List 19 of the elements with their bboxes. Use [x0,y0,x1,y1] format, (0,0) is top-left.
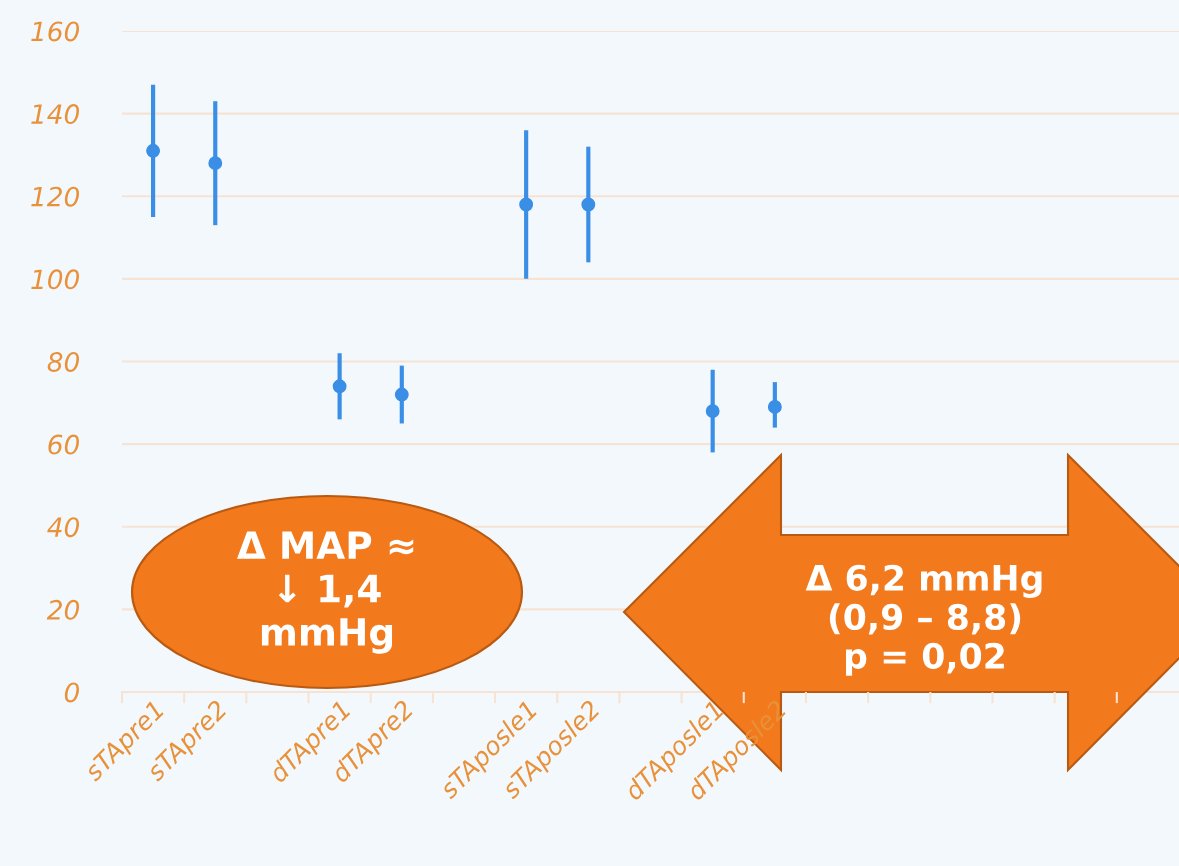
annotation: Δ 6,2 mmHg (0,9 – 8,8) p = 0,02 [805,564,1042,676]
annotation: Δ MAP ≈ ↓ 1,4 mmHg [236,531,414,654]
point [705,404,720,419]
point [208,156,223,171]
y-tick-label: 0 [64,682,80,703]
y-tick-label: 40 [47,517,80,538]
point [581,197,596,212]
y-tick-label: 100 [31,269,79,290]
point [519,197,534,212]
y-tick-label: 140 [31,104,79,125]
point [394,387,409,402]
point [332,379,347,394]
point [767,399,782,414]
y-tick-label: 80 [47,351,80,372]
y-tick-label: 160 [31,21,79,42]
y-tick-label: 60 [48,434,80,455]
y-tick-label: 120 [31,186,79,207]
point [146,143,161,158]
y-tick-label: 20 [46,599,80,620]
